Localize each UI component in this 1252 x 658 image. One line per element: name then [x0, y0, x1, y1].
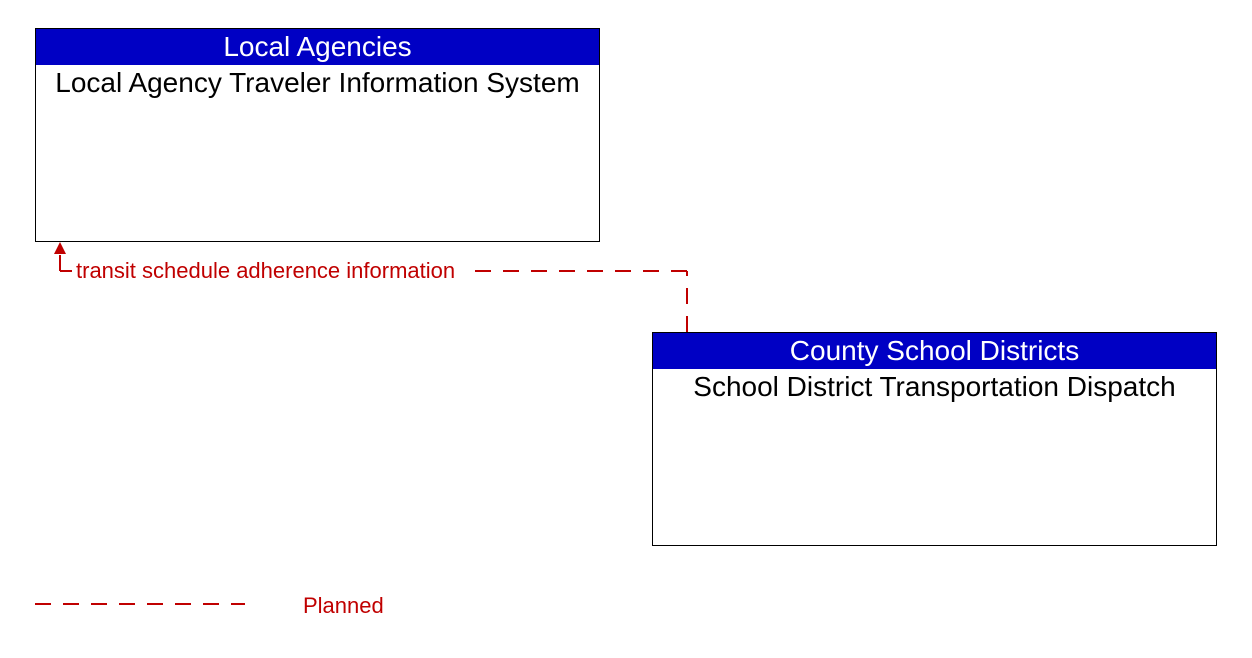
node-county-school-districts-body: School District Transportation Dispatch — [653, 369, 1216, 405]
flow-label-transit-schedule: transit schedule adherence information — [76, 258, 455, 284]
node-local-agencies-header: Local Agencies — [36, 29, 599, 65]
node-local-agencies-body: Local Agency Traveler Information System — [36, 65, 599, 101]
node-county-school-districts-header: County School Districts — [653, 333, 1216, 369]
node-county-school-districts: County School Districts School District … — [652, 332, 1217, 546]
legend-label-planned: Planned — [303, 593, 384, 619]
node-local-agencies: Local Agencies Local Agency Traveler Inf… — [35, 28, 600, 242]
